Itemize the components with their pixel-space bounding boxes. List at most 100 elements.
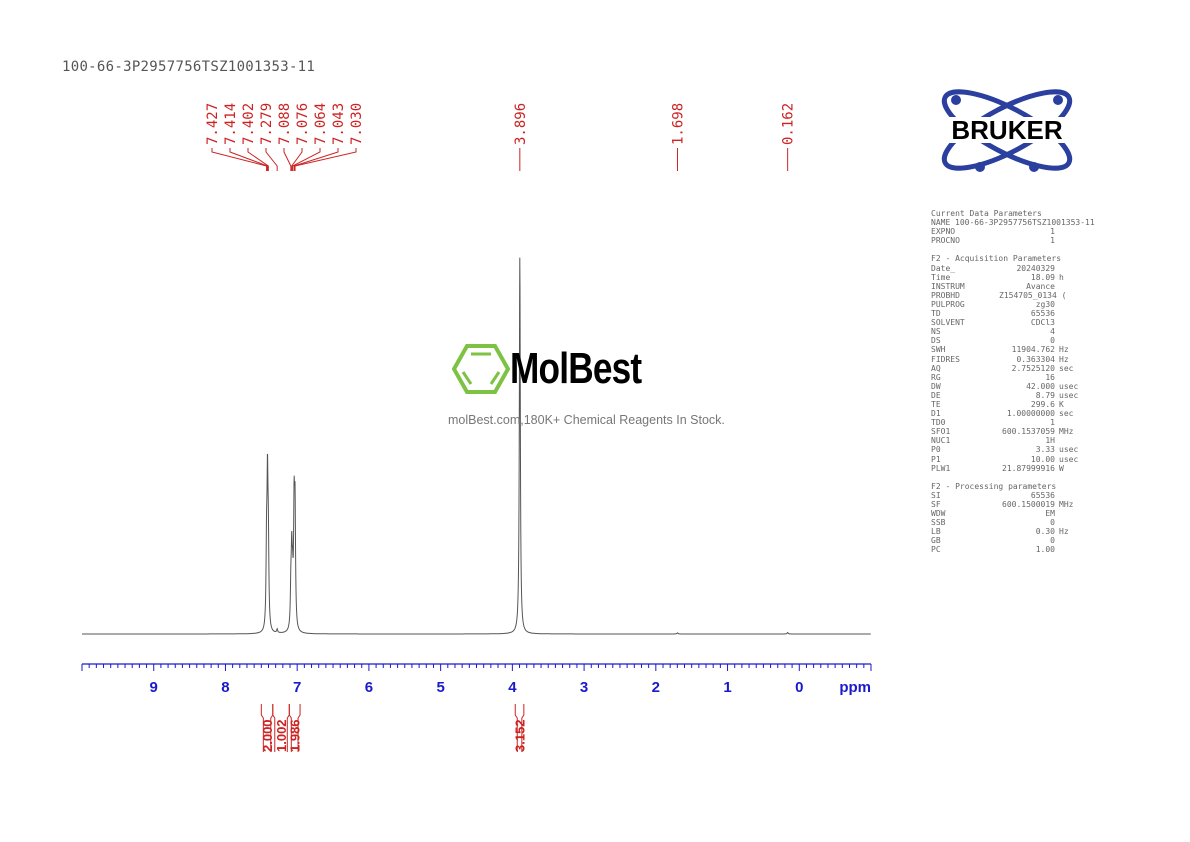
- param-row: NAME 100-66-3P2957756TSZ1001353-11: [931, 218, 1099, 227]
- param-unit: Hz: [1059, 527, 1069, 537]
- integral-bracket: [514, 704, 525, 752]
- param-value: 1.00000000: [1006, 409, 1055, 419]
- param-name: FIDRES: [931, 354, 960, 364]
- param-name: PROBHD: [931, 290, 960, 300]
- param-row: D1 1.00000000 sec: [931, 409, 1099, 418]
- param-name: Date_: [931, 263, 956, 273]
- benzene-logo-icon: [452, 344, 510, 394]
- param-value: 1: [1050, 236, 1055, 246]
- param-row: P1 10.00 usec: [931, 455, 1099, 464]
- param-name: DS: [931, 336, 941, 346]
- param-value: Z154705_0134 (: [999, 290, 1067, 300]
- param-name: PROCNO: [931, 236, 960, 246]
- x-tick-label: 0: [795, 679, 803, 696]
- param-row: SFO1 600.1537059 MHz: [931, 427, 1099, 436]
- param-row: DW 42.000 usec: [931, 382, 1099, 391]
- x-tick-label: 1: [723, 679, 731, 696]
- param-row: TE 299.6 K: [931, 400, 1099, 409]
- param-name: NS: [931, 327, 941, 337]
- x-tick-label: 6: [365, 679, 373, 696]
- param-value: 1.00: [1035, 545, 1055, 555]
- param-row: Date_ 20240329: [931, 264, 1099, 273]
- peak-label: 0.162: [781, 103, 797, 145]
- param-value: 11904.762: [1011, 345, 1055, 355]
- param-unit: usec: [1059, 390, 1079, 400]
- param-value: 0: [1050, 336, 1055, 346]
- param-row: RG 16: [931, 373, 1099, 382]
- param-row: DS 0: [931, 336, 1099, 345]
- param-row: SSB 0: [931, 518, 1099, 527]
- param-value: 2.7525120: [1011, 363, 1055, 373]
- param-row: GB 0: [931, 536, 1099, 545]
- param-name: Time: [931, 272, 951, 282]
- param-value: EM: [1045, 509, 1055, 519]
- peak-label-leader: [292, 148, 321, 171]
- param-name: LB: [931, 527, 941, 537]
- param-row: WDW EM: [931, 509, 1099, 518]
- param-value: 20240329: [1016, 263, 1055, 273]
- x-axis-label: ppm: [839, 679, 871, 696]
- param-row: FIDRES 0.363304 Hz: [931, 355, 1099, 364]
- param-row: AQ 2.7525120 sec: [931, 364, 1099, 373]
- param-name: SFO1: [931, 427, 951, 437]
- bruker-logo: BRUKER: [922, 84, 1092, 180]
- param-row: SF 600.1500019 MHz: [931, 500, 1099, 509]
- integral-value: 1.002: [274, 719, 289, 752]
- spectrum-trace: [82, 257, 871, 635]
- param-name: SF: [931, 500, 941, 509]
- molbest-brand: MolBest: [510, 344, 642, 393]
- peak-label-leader: [229, 148, 268, 171]
- param-row: TD0 1: [931, 418, 1099, 427]
- peak-label: 7.414: [223, 103, 239, 145]
- param-name: DW: [931, 381, 941, 391]
- peak-label: 7.427: [205, 103, 221, 145]
- param-name: AQ: [931, 363, 941, 373]
- peak-label-leader: [283, 148, 292, 171]
- integral-bracket: [288, 704, 301, 752]
- param-value: 18.09: [1030, 272, 1055, 282]
- param-value: 65536: [1030, 309, 1055, 319]
- param-value: 65536: [1030, 490, 1055, 500]
- param-unit: h: [1059, 272, 1064, 282]
- spectrum-title: 100-66-3P2957756TSZ1001353-11: [62, 59, 316, 75]
- param-row: PC 1.00: [931, 545, 1099, 554]
- param-name: INSTRUM: [931, 281, 965, 291]
- param-name: NUC1: [931, 436, 951, 446]
- param-value: 8.79: [1035, 390, 1055, 400]
- param-value: 10.00: [1030, 454, 1055, 464]
- param-unit: sec: [1059, 363, 1074, 373]
- peak-label-leader: [291, 148, 303, 171]
- param-value: 0.30: [1035, 527, 1055, 537]
- peak-label: 7.279: [259, 103, 275, 145]
- param-unit: MHz: [1059, 427, 1074, 437]
- integral-value: 1.986: [288, 719, 303, 752]
- param-value: 600.1500019: [1002, 500, 1055, 509]
- param-name: NAME: [931, 218, 951, 228]
- parameters-panel: Current Data Parameters NAME 100-66-3P2957…: [931, 209, 1099, 555]
- x-tick-label: 8: [221, 679, 229, 696]
- param-name: SWH: [931, 345, 946, 355]
- peak-label: 7.064: [313, 103, 329, 145]
- peak-label-leader: [247, 148, 269, 171]
- x-tick-label: 3: [580, 679, 588, 696]
- param-unit: usec: [1059, 381, 1079, 391]
- param-name: DE: [931, 390, 941, 400]
- param-value: 3.33: [1035, 445, 1055, 455]
- peak-label-leader: [211, 148, 268, 171]
- param-row: TD 65536: [931, 309, 1099, 318]
- param-value: 600.1537059: [1002, 427, 1055, 437]
- param-unit: Hz: [1059, 345, 1069, 355]
- param-value: 1: [1050, 418, 1055, 428]
- param-name: PC: [931, 545, 941, 555]
- param-unit: MHz: [1059, 500, 1074, 509]
- param-row: LB 0.30 Hz: [931, 527, 1099, 536]
- integral-value: 3.152: [513, 719, 528, 752]
- param-name: D1: [931, 409, 941, 419]
- peak-label: 3.896: [513, 103, 529, 145]
- param-value: 0.363304: [1016, 354, 1055, 364]
- param-value: 0: [1050, 536, 1055, 546]
- param-value: 0: [1050, 518, 1055, 528]
- param-value: zg30: [1035, 299, 1055, 309]
- param-row: INSTRUM Avance: [931, 282, 1099, 291]
